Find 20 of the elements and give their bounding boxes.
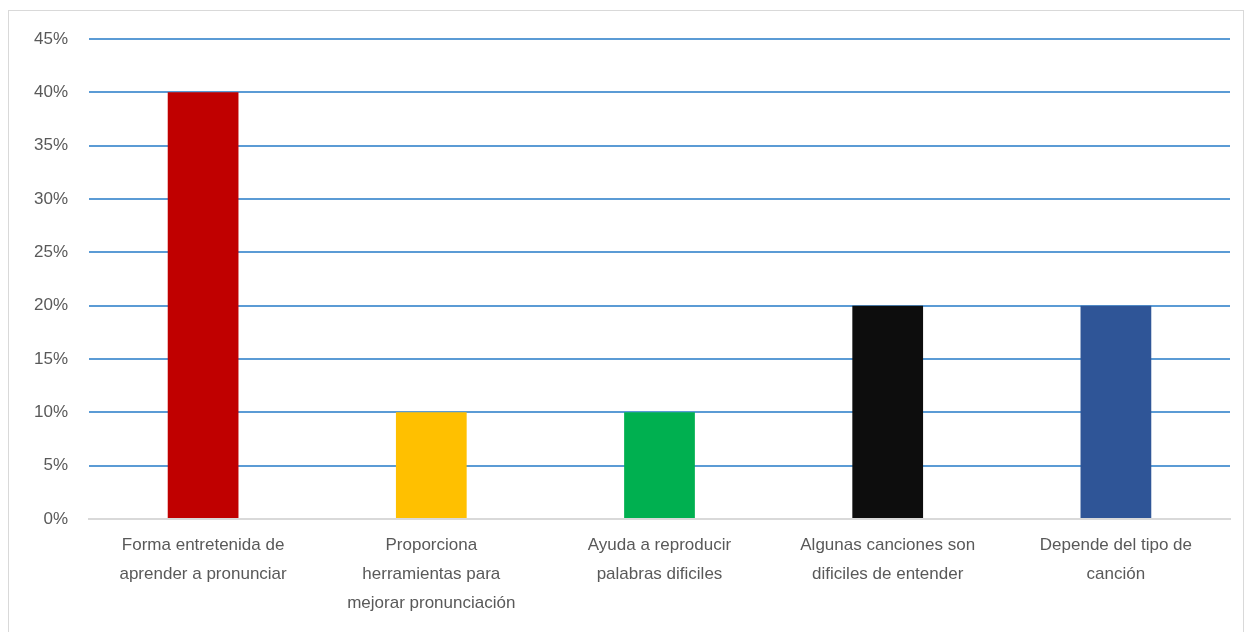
y-tick-label: 45% xyxy=(33,28,68,48)
bar xyxy=(1080,305,1152,518)
y-tick-label: 15% xyxy=(33,348,68,368)
bar xyxy=(395,412,467,518)
x-tick-label: Forma entretenida de aprender a pronunciar xyxy=(119,535,288,584)
bar xyxy=(624,412,695,518)
x-tick-label: Proporciona herramientas para mejorar pronunciación xyxy=(347,535,516,612)
x-tick-label: Algunas canciones son dificiles de entender xyxy=(800,535,976,584)
y-tick-label: 25% xyxy=(33,242,68,262)
y-tick-label: 20% xyxy=(33,295,68,315)
y-tick-label: 30% xyxy=(33,188,68,208)
y-tick-label: 5% xyxy=(43,455,68,475)
y-tick-label: 35% xyxy=(33,135,68,155)
x-tick-label: Ayuda a reproducir palabras dificiles xyxy=(587,535,732,584)
y-tick-label: 0% xyxy=(43,508,68,528)
bar xyxy=(167,92,239,518)
x-tick-label: Depende del tipo de canción xyxy=(1039,535,1192,584)
bar xyxy=(852,305,924,518)
y-tick-label: 40% xyxy=(33,82,68,102)
y-tick-label: 10% xyxy=(33,402,68,422)
